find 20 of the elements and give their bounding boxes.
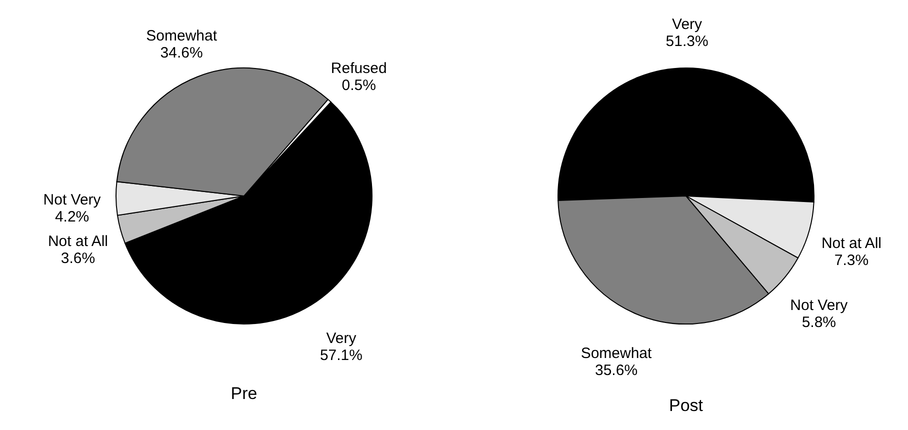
data-label: 7.3% bbox=[834, 252, 869, 269]
slice-label: Not at All bbox=[821, 234, 882, 252]
data-label: 5.8% bbox=[802, 314, 836, 332]
data-label: 34.6% bbox=[160, 44, 203, 62]
data-label: 4.2% bbox=[54, 208, 90, 226]
data-label: 57.1% bbox=[320, 346, 362, 364]
slice-label: Somewhat bbox=[580, 345, 653, 362]
data-label: 0.5% bbox=[342, 76, 376, 94]
slice-label: Not Very bbox=[43, 191, 102, 208]
slice-label: Refused bbox=[330, 60, 387, 77]
slice-label: Somewhat bbox=[146, 28, 218, 45]
data-label: 3.6% bbox=[60, 250, 96, 267]
slice-label: Not Very bbox=[790, 297, 848, 314]
data-label: 51.3% bbox=[666, 33, 708, 50]
slice-label: Not at All bbox=[48, 232, 108, 250]
text: Post bbox=[668, 396, 704, 416]
text: Pre bbox=[230, 384, 258, 403]
slice-label: Very bbox=[326, 330, 357, 347]
data-label: 35.6% bbox=[594, 362, 638, 380]
slice-label: Very bbox=[672, 16, 703, 34]
